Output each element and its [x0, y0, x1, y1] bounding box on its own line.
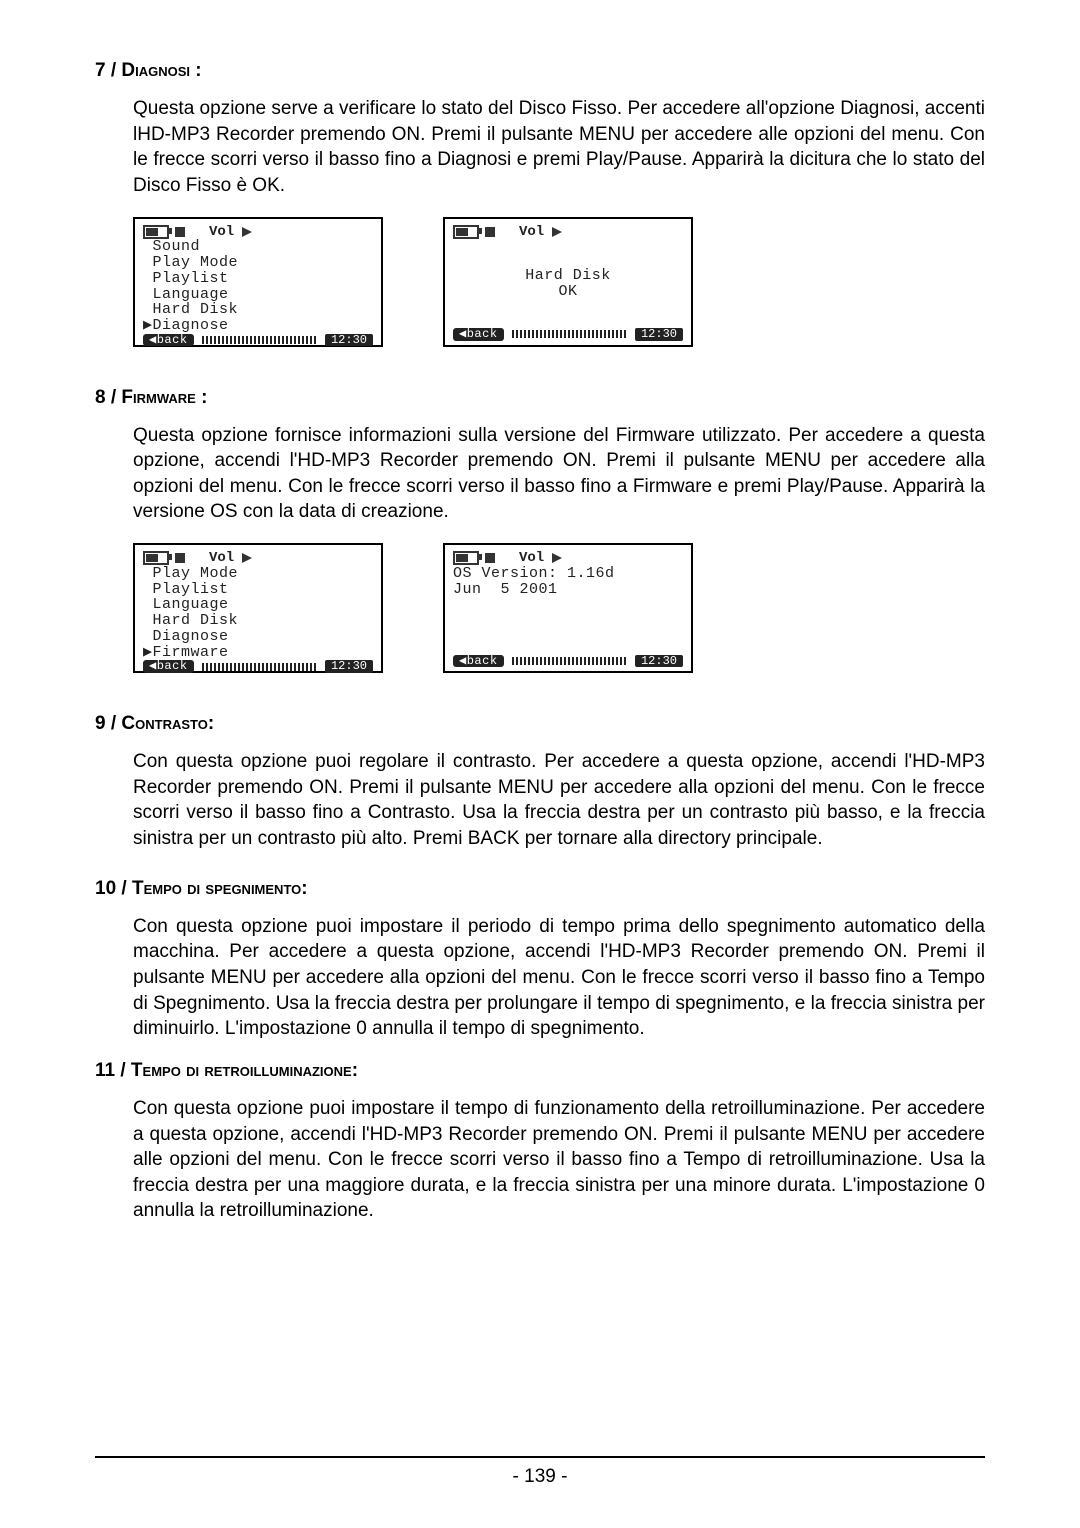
section-11-heading: 11 / Tempo di retroilluminazione: — [95, 1060, 985, 1082]
section-11-number: 11 / — [95, 1060, 131, 1081]
progress-bar — [202, 663, 317, 671]
section-7-number: 7 / — [95, 60, 121, 81]
section-7: 7 / Diagnosi : Questa opzione serve a ve… — [95, 60, 985, 347]
lcd-version-text: OS Version: 1.16d Jun 5 2001 — [453, 566, 683, 598]
lcd-menu-list: Sound Play Mode Playlist Language Hard D… — [143, 239, 373, 334]
section-9-heading: 9 / Contrasto: — [95, 713, 985, 735]
section-11: 11 / Tempo di retroilluminazione: Con qu… — [95, 1060, 985, 1224]
lcd-bottom-row: ◀back 12:30 — [143, 334, 373, 347]
volume-icon — [552, 227, 562, 237]
section-10-title: Tempo di spegnimento: — [132, 878, 308, 899]
volume-icon — [242, 227, 252, 237]
section-8-number: 8 / — [95, 387, 121, 408]
page-number: - 139 - — [95, 1466, 985, 1488]
battery-icon — [143, 225, 169, 239]
vol-label: Vol — [209, 225, 234, 240]
lcd-diagnose-menu: Vol Sound Play Mode Playlist Language Ha… — [133, 217, 383, 347]
stop-icon — [485, 553, 495, 563]
volume-icon — [552, 553, 562, 563]
section-10-body: Con questa opzione puoi impostare il per… — [95, 914, 985, 1042]
back-button: ◀back — [143, 334, 194, 347]
lcd-firmware-menu: Vol Play Mode Playlist Language Hard Dis… — [133, 543, 383, 673]
progress-bar — [202, 336, 317, 344]
section-9-number: 9 / — [95, 713, 121, 734]
section-8-screens: Vol Play Mode Playlist Language Hard Dis… — [95, 543, 985, 673]
page-footer: - 139 - — [95, 1456, 985, 1488]
lcd-center-text: Hard Disk OK — [453, 239, 683, 328]
section-9: 9 / Contrasto: Con questa opzione puoi r… — [95, 713, 985, 852]
lcd-bottom-row: ◀back 12:30 — [453, 328, 683, 341]
battery-icon — [453, 551, 479, 565]
progress-bar — [512, 330, 627, 338]
section-7-heading: 7 / Diagnosi : — [95, 60, 985, 82]
battery-icon — [453, 225, 479, 239]
clock: 12:30 — [635, 328, 683, 341]
section-7-title: Diagnosi : — [121, 60, 201, 81]
clock: 12:30 — [635, 655, 683, 668]
back-button: ◀back — [143, 660, 194, 673]
section-8-body: Questa opzione fornisce informazioni sul… — [95, 423, 985, 526]
stop-icon — [175, 227, 185, 237]
lcd-top-row: Vol — [143, 551, 373, 566]
section-10-heading: 10 / Tempo di spegnimento: — [95, 878, 985, 900]
back-button: ◀back — [453, 328, 504, 341]
section-7-body: Questa opzione serve a verificare lo sta… — [95, 96, 985, 199]
section-10: 10 / Tempo di spegnimento: Con questa op… — [95, 878, 985, 1042]
lcd-bottom-row: ◀back 12:30 — [453, 655, 683, 668]
lcd-top-row: Vol — [453, 225, 683, 240]
section-8-title: Firmware : — [121, 387, 207, 408]
section-8-heading: 8 / Firmware : — [95, 387, 985, 409]
section-11-title: Tempo di retroilluminazione: — [131, 1060, 358, 1081]
footer-divider — [95, 1456, 985, 1458]
clock: 12:30 — [325, 660, 373, 673]
vol-label: Vol — [209, 551, 234, 566]
section-9-title: Contrasto: — [121, 713, 214, 734]
volume-icon — [242, 553, 252, 563]
stop-icon — [485, 227, 495, 237]
vol-label: Vol — [519, 551, 544, 566]
vol-label: Vol — [519, 225, 544, 240]
section-10-number: 10 / — [95, 878, 132, 899]
lcd-menu-list: Play Mode Playlist Language Hard Disk Di… — [143, 566, 373, 661]
lcd-bottom-row: ◀back 12:30 — [143, 660, 373, 673]
progress-bar — [512, 657, 627, 665]
stop-icon — [175, 553, 185, 563]
section-8: 8 / Firmware : Questa opzione fornisce i… — [95, 387, 985, 674]
section-7-screens: Vol Sound Play Mode Playlist Language Ha… — [95, 217, 985, 347]
lcd-diagnose-result: Vol Hard Disk OK ◀back 12:30 — [443, 217, 693, 347]
document-page: 7 / Diagnosi : Questa opzione serve a ve… — [0, 0, 1080, 1528]
section-9-body: Con questa opzione puoi regolare il cont… — [95, 749, 985, 852]
clock: 12:30 — [325, 334, 373, 347]
lcd-top-row: Vol — [143, 225, 373, 240]
lcd-firmware-version: Vol OS Version: 1.16d Jun 5 2001 ◀back 1… — [443, 543, 693, 673]
lcd-top-row: Vol — [453, 551, 683, 566]
section-11-body: Con questa opzione puoi impostare il tem… — [95, 1096, 985, 1224]
back-button: ◀back — [453, 655, 504, 668]
battery-icon — [143, 551, 169, 565]
